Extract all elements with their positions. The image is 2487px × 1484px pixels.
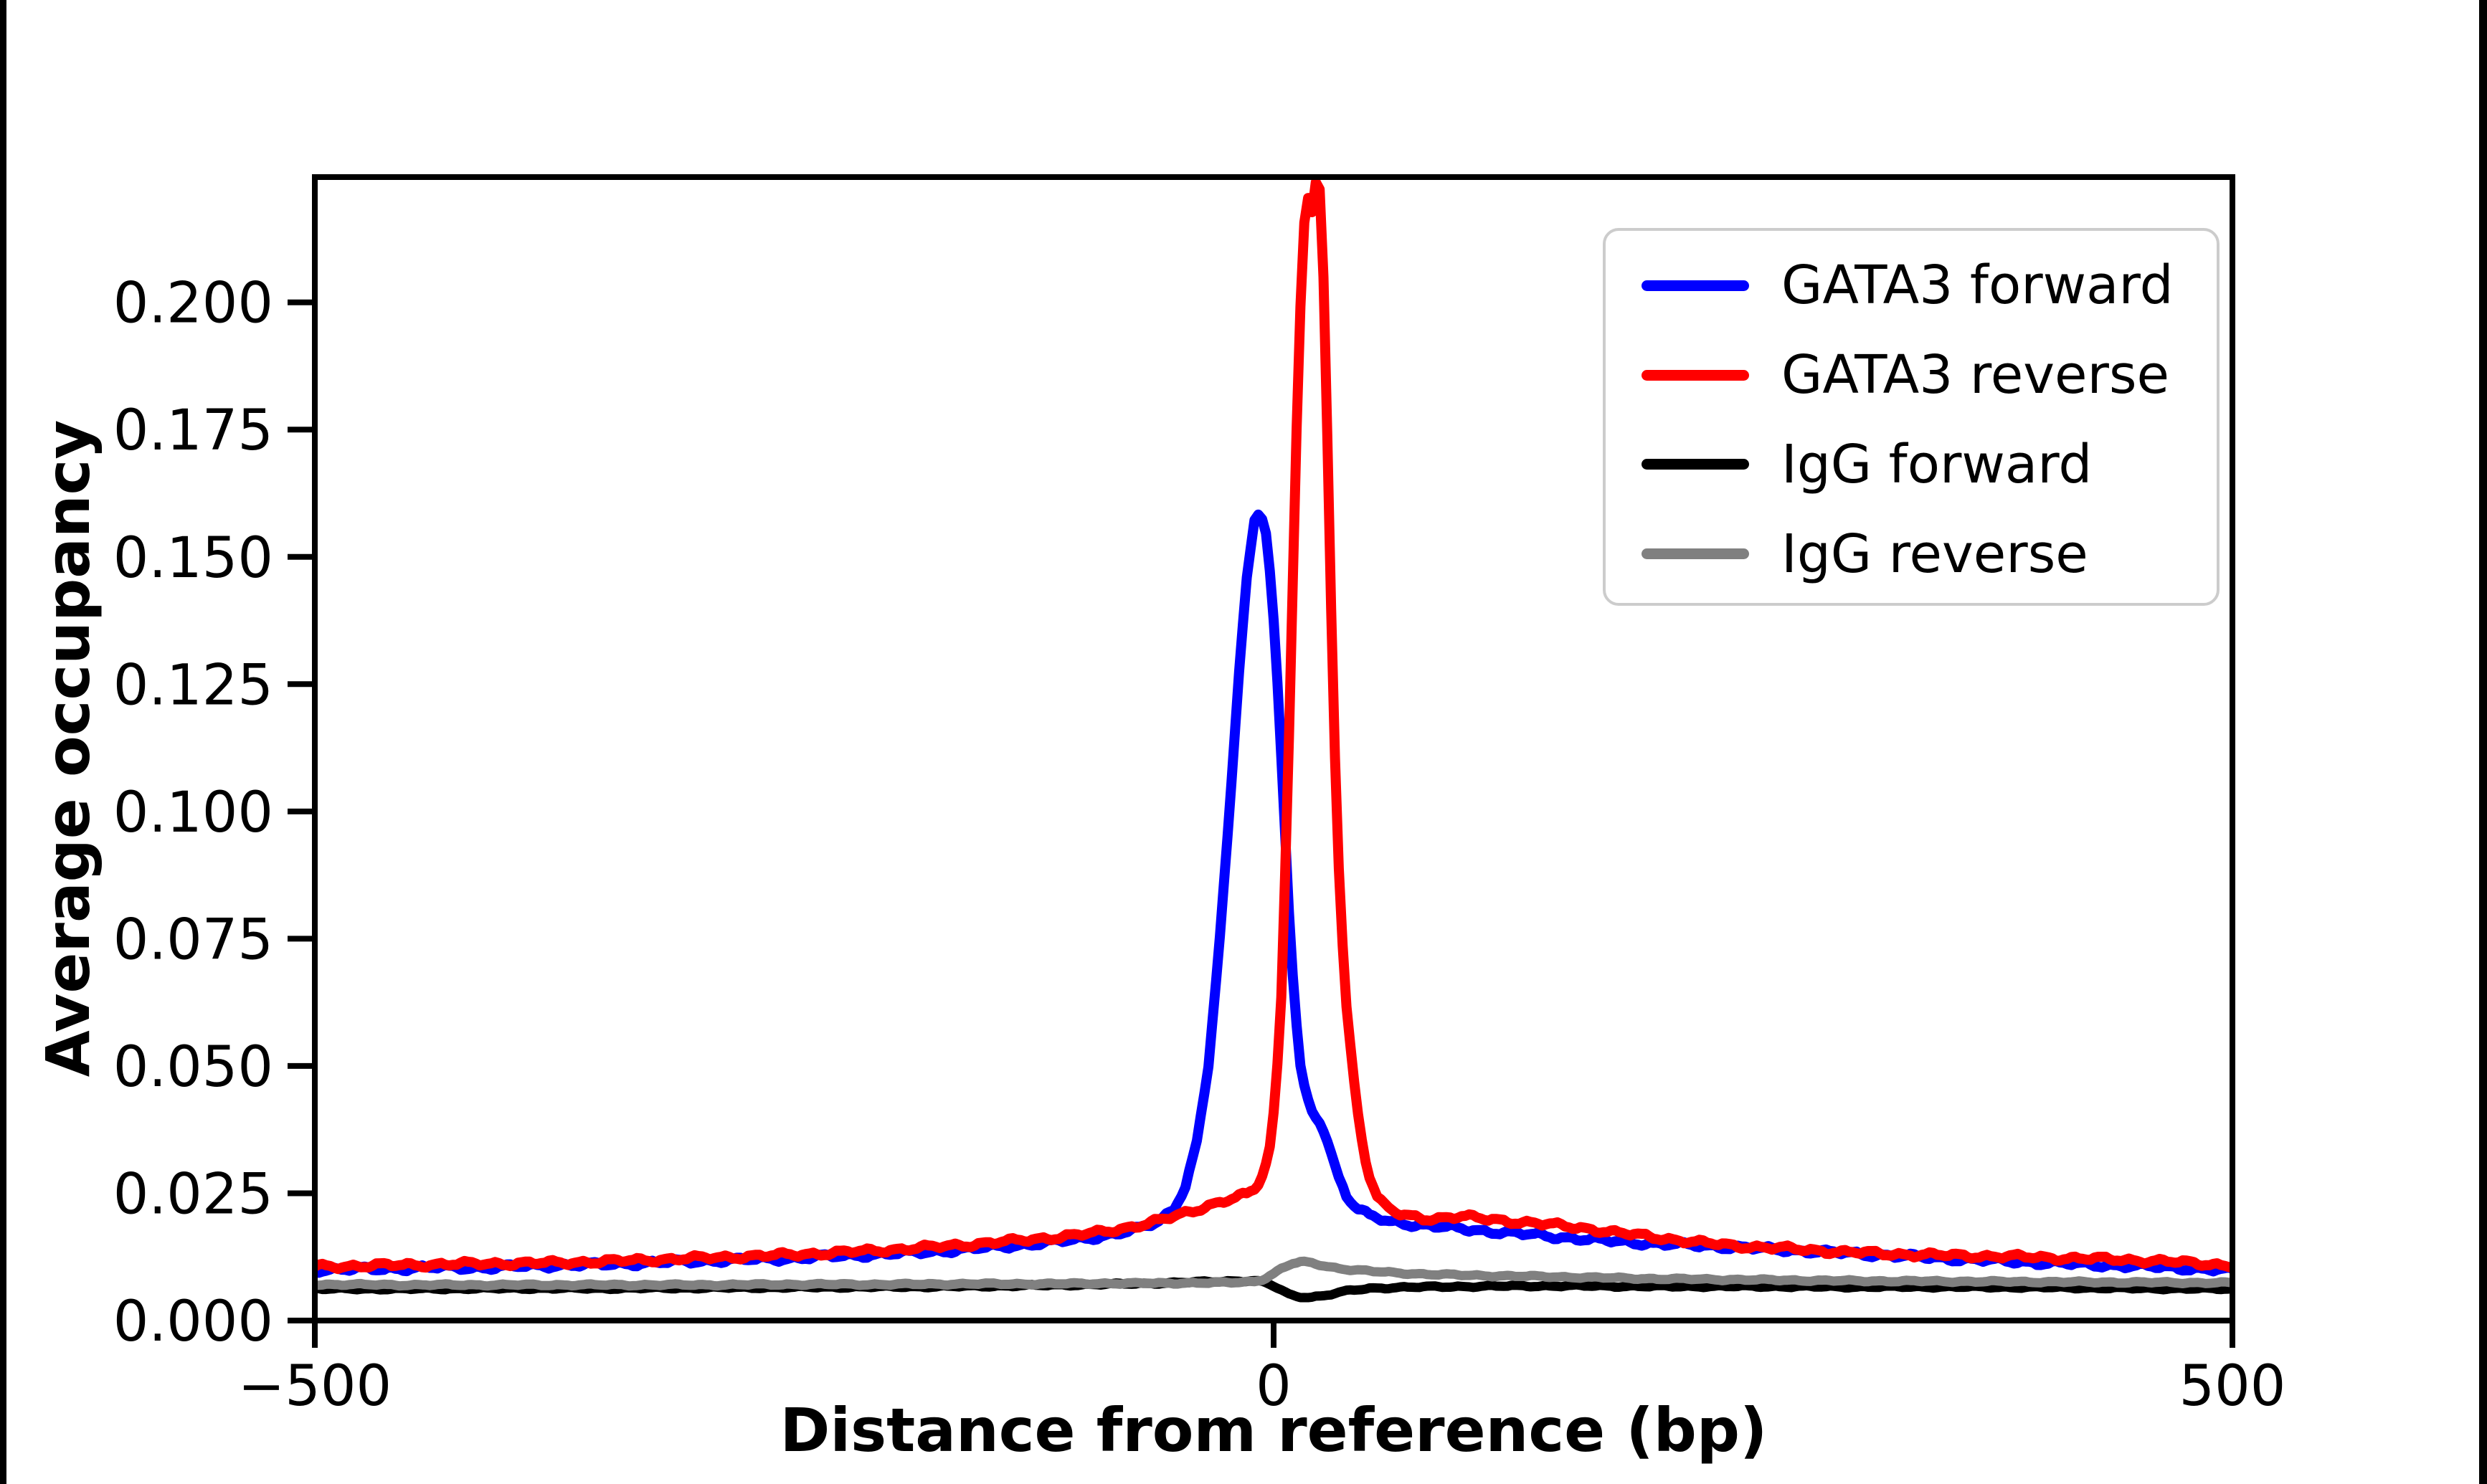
legend-item-igg-reverse: IgG reverse (1606, 523, 2217, 585)
legend-line-sample-red (1642, 369, 1749, 381)
legend-line-sample-black (1642, 459, 1749, 470)
x-tick-label: 500 (2179, 1354, 2286, 1419)
y-axis-label: Average occupancy (33, 419, 103, 1078)
legend-label: GATA3 reverse (1781, 344, 2170, 406)
legend: GATA3 forward GATA3 reverse IgG forward … (1603, 228, 2220, 606)
x-tick-label: −500 (238, 1354, 392, 1419)
y-tick-label: 0.200 (113, 272, 273, 336)
y-tick-label: 0.100 (113, 781, 273, 845)
series-line-gata3-reverse (315, 177, 2232, 1275)
y-tick-label: 0.000 (113, 1290, 273, 1354)
legend-label: GATA3 forward (1781, 255, 2174, 317)
x-axis-label: Distance from reference (bp) (780, 1395, 1768, 1465)
image-border-right (2479, 0, 2487, 1484)
y-tick-label: 0.125 (113, 653, 273, 718)
legend-item-igg-forward: IgG forward (1606, 434, 2217, 495)
legend-label: IgG forward (1781, 433, 2093, 495)
x-tick-label: 0 (1256, 1354, 1292, 1419)
y-tick-label: 0.075 (113, 908, 273, 972)
y-tick-label: 0.025 (113, 1162, 273, 1227)
y-tick-label: 0.050 (113, 1035, 273, 1100)
legend-label: IgG reverse (1781, 523, 2088, 585)
legend-line-sample-blue (1642, 280, 1749, 291)
series-line-igg-reverse (315, 1256, 2232, 1291)
series-line-gata3-forward (315, 509, 2232, 1278)
y-tick-label: 0.175 (113, 399, 273, 463)
legend-item-gata3-reverse: GATA3 reverse (1606, 344, 2217, 406)
y-tick-label: 0.150 (113, 526, 273, 591)
legend-line-sample-gray (1642, 548, 1749, 560)
image-border-left (0, 0, 6, 1484)
legend-item-gata3-forward: GATA3 forward (1606, 255, 2217, 316)
